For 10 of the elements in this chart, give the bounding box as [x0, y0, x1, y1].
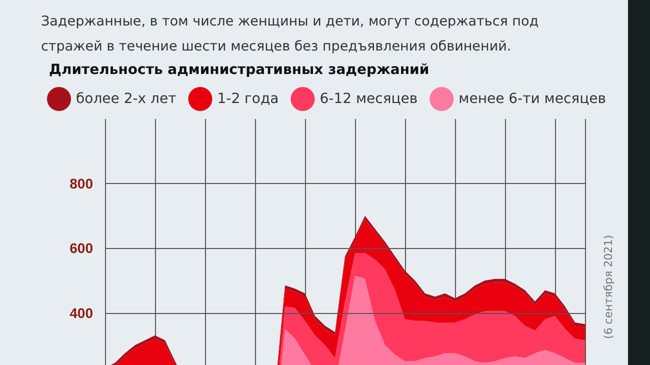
chart-title: Длительность административных задержаний [49, 62, 430, 78]
y-tick-label: 800 [70, 176, 94, 192]
legend-label: 1-2 года [217, 91, 279, 107]
chart-subtitle: Задержанные, в том числе женщины и дети, могут содержаться под стражей в течение шести месяцев без предъявления обвинений. [41, 14, 539, 54]
text: (6 сентября 2021) [602, 235, 615, 339]
legend-label: 6-12 месяцев [320, 91, 418, 107]
y-tick-label: 600 [70, 240, 94, 256]
legend-label: менее 6-ти месяцев [458, 91, 606, 107]
legend-label: более 2-х лет [76, 91, 176, 107]
y-tick-label: 400 [70, 304, 94, 321]
